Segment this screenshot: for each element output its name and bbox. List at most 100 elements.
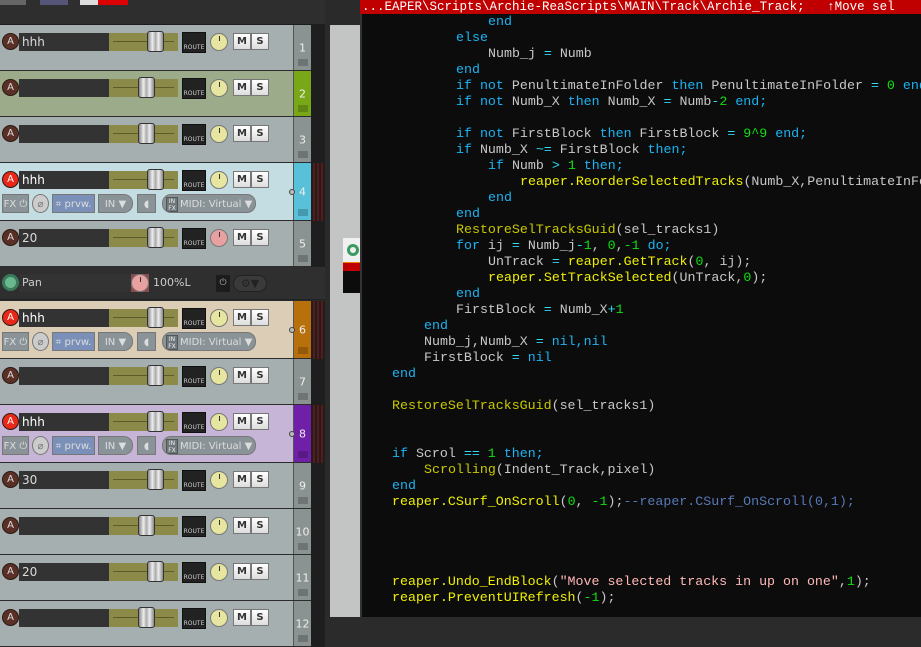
power-icon[interactable]: ⏻ <box>16 337 28 348</box>
solo-button[interactable]: S <box>251 171 269 188</box>
folder-icon[interactable] <box>298 451 308 458</box>
input-select[interactable]: IN ▼ <box>98 194 133 213</box>
volume-knob[interactable] <box>210 413 228 431</box>
input-select[interactable]: IN ▼ <box>98 436 133 455</box>
code-line[interactable]: end <box>392 478 416 494</box>
code-line[interactable]: RestoreSelTracksGuid(sel_tracks1) <box>456 222 719 238</box>
mute-button[interactable]: M <box>233 609 251 626</box>
track-row[interactable]: A ROUTE M S 12 <box>0 601 311 647</box>
volume-fader[interactable] <box>109 123 178 144</box>
code-line[interactable]: end <box>424 318 448 334</box>
volume-fader[interactable] <box>109 365 178 386</box>
volume-fader[interactable] <box>109 411 178 432</box>
solo-button[interactable]: S <box>251 125 269 142</box>
infx-icon[interactable]: IN FX <box>166 196 178 212</box>
folder-icon[interactable] <box>298 635 308 642</box>
code-line[interactable]: end <box>488 190 512 206</box>
envelope-arm-icon[interactable] <box>2 274 19 291</box>
mute-button[interactable]: M <box>233 171 251 188</box>
mute-button[interactable]: M <box>233 229 251 246</box>
mute-button[interactable]: M <box>233 79 251 96</box>
track-row[interactable]: A ROUTE M S 10 <box>0 509 311 555</box>
track-name-field[interactable] <box>19 367 109 385</box>
mute-button[interactable]: M <box>233 517 251 534</box>
track-number[interactable]: 7 <box>293 359 311 404</box>
fader-handle[interactable] <box>138 515 156 536</box>
route-button[interactable]: ROUTE <box>182 124 206 145</box>
code-line[interactable]: end <box>456 286 480 302</box>
code-line[interactable]: reaper.PreventUIRefresh(-1); <box>392 590 615 606</box>
track-number[interactable]: 5 <box>293 221 311 266</box>
route-button[interactable]: ROUTE <box>182 228 206 249</box>
preview-button[interactable]: ⌗ prvw. <box>52 436 95 455</box>
code-line[interactable]: reaper.Undo_EndBlock("Move selected trac… <box>392 574 871 590</box>
solo-button[interactable]: S <box>251 471 269 488</box>
fader-handle[interactable] <box>146 307 164 328</box>
route-button[interactable]: ROUTE <box>182 32 206 53</box>
solo-button[interactable]: S <box>251 33 269 50</box>
fader-handle[interactable] <box>146 411 164 432</box>
infx-icon[interactable]: IN FX <box>166 334 178 350</box>
mute-button[interactable]: M <box>233 471 251 488</box>
fader-handle[interactable] <box>138 607 156 628</box>
code-line[interactable]: Scrolling(Indent_Track,pixel) <box>424 462 655 478</box>
volume-fader[interactable] <box>109 307 178 328</box>
solo-button[interactable]: S <box>251 367 269 384</box>
track-name-field[interactable] <box>19 609 109 627</box>
input-select[interactable]: IN ▼ <box>98 332 133 351</box>
record-arm-button[interactable]: A <box>2 367 19 384</box>
code-line[interactable]: Numb_j,Numb_X = nil,nil <box>424 334 608 350</box>
volume-knob[interactable] <box>210 309 228 327</box>
volume-fader[interactable] <box>109 77 178 98</box>
route-button[interactable]: ROUTE <box>182 78 206 99</box>
track-number[interactable]: 11 <box>293 555 311 600</box>
code-line[interactable]: if Numb_X ~= FirstBlock then; <box>456 142 687 158</box>
code-line[interactable]: if not Numb_X then Numb_X = Numb-2 end; <box>456 94 767 110</box>
folder-icon[interactable] <box>298 393 308 400</box>
mute-button[interactable]: M <box>233 413 251 430</box>
code-line[interactable]: end <box>456 62 480 78</box>
volume-knob[interactable] <box>210 609 228 627</box>
route-button[interactable]: ROUTE <box>182 170 206 191</box>
track-number[interactable]: 6 <box>293 301 311 358</box>
monitor-icon[interactable]: ◖ <box>137 436 156 455</box>
track-name-field[interactable] <box>19 517 109 535</box>
fx-button[interactable]: FX ⏻ <box>2 194 29 213</box>
volume-knob[interactable] <box>210 367 228 385</box>
record-arm-button[interactable]: A <box>2 413 19 430</box>
midi-input-select[interactable]: IN FX MIDI: Virtual ▼ <box>162 332 256 351</box>
fx-button[interactable]: FX ⏻ <box>2 436 29 455</box>
fader-handle[interactable] <box>146 469 164 490</box>
code-line[interactable]: reaper.SetTrackSelected(UnTrack,0); <box>488 270 767 286</box>
track-name-field[interactable]: hhh <box>19 309 109 327</box>
route-button[interactable]: ROUTE <box>182 516 206 537</box>
preview-button[interactable]: ⌗ prvw. <box>52 194 95 213</box>
code-line[interactable]: FirstBlock = Numb_X+1 <box>456 302 624 318</box>
record-arm-button[interactable]: A <box>2 171 19 188</box>
code-line[interactable]: RestoreSelTracksGuid(sel_tracks1) <box>392 398 655 414</box>
code-line[interactable]: for ij = Numb_j-1, 0,-1 do; <box>456 238 672 254</box>
mute-button[interactable]: M <box>233 563 251 580</box>
track-number[interactable]: 2 <box>293 71 311 116</box>
track-name-field[interactable] <box>19 79 109 97</box>
track-row[interactable]: A 20 ROUTE M S 11 <box>0 555 311 601</box>
track-number[interactable]: 10 <box>293 509 311 554</box>
track-number[interactable]: 12 <box>293 601 311 646</box>
solo-button[interactable]: S <box>251 229 269 246</box>
solo-button[interactable]: S <box>251 563 269 580</box>
code-line[interactable]: end <box>392 366 416 382</box>
track-name-field[interactable]: 20 <box>19 563 109 581</box>
phase-invert-icon[interactable]: ⌀ <box>32 332 49 351</box>
volume-fader[interactable] <box>109 469 178 490</box>
track-number[interactable]: 9 <box>293 463 311 508</box>
solo-button[interactable]: S <box>251 309 269 326</box>
volume-knob[interactable] <box>210 517 228 535</box>
track-row[interactable]: A ROUTE M S 2 <box>0 71 311 117</box>
record-button[interactable] <box>98 0 128 5</box>
code-line[interactable]: if not FirstBlock then FirstBlock = 9^9 … <box>456 126 807 142</box>
record-arm-button[interactable]: A <box>2 79 19 96</box>
infx-icon[interactable]: IN FX <box>166 438 178 454</box>
